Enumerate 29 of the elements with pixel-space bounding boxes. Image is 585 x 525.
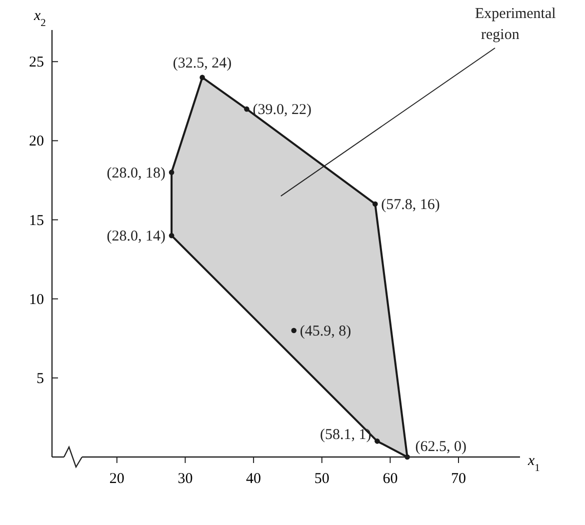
x-tick-label: 20 <box>109 471 124 487</box>
data-label: (57.8, 16) <box>381 196 440 213</box>
x-tick-label: 40 <box>246 471 262 487</box>
annotation: Experimental region <box>475 6 556 43</box>
data-label: (28.0, 18) <box>106 165 166 182</box>
y-tick-label: 20 <box>29 134 44 150</box>
point <box>200 74 205 80</box>
point <box>168 232 174 238</box>
x-tick-label: 30 <box>178 471 193 487</box>
point <box>168 170 174 175</box>
data-label: (39.0, 22) <box>252 102 312 118</box>
data-label: (28.0, 14) <box>106 228 166 245</box>
y-tick-label: 25 <box>29 54 44 71</box>
x-tick-label: 60 <box>382 471 398 487</box>
point <box>374 438 380 444</box>
x-axis-title: x$_{1}$ <box>527 453 540 474</box>
point <box>244 106 250 112</box>
point <box>372 201 378 207</box>
y-tick-label: 10 <box>29 292 44 308</box>
data-label: (32.5, 24) <box>172 55 232 72</box>
y-tick-label: 15 <box>29 212 44 229</box>
data-label: (45.9, 8) <box>300 323 352 340</box>
y-axis-title: x$_{2}$ <box>33 8 46 28</box>
data-label: (58.1, 1) <box>320 427 372 444</box>
point <box>291 328 297 334</box>
data-label: (62.5, 0) <box>415 439 467 455</box>
x-tick-label: 50 <box>314 471 330 487</box>
y-tick-label: 5 <box>36 370 44 387</box>
x-tick-label: 70 <box>451 471 466 487</box>
